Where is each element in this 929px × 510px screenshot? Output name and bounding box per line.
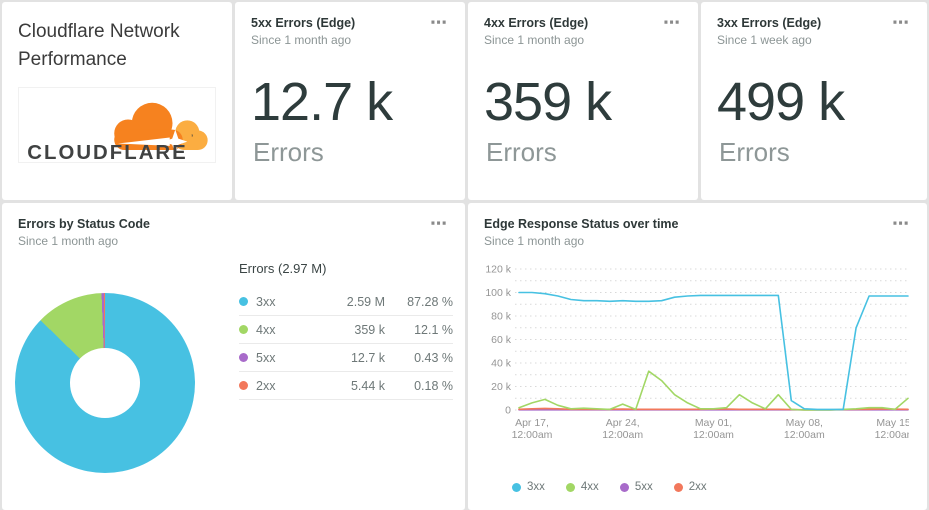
card-subtitle: Since 1 month ago xyxy=(251,33,352,47)
legend-row-5xx[interactable]: 5xx 12.7 k 0.43 % xyxy=(239,344,453,372)
svg-text:Apr 17,: Apr 17, xyxy=(515,417,549,429)
series-dot-4xx xyxy=(239,325,248,334)
branding-card: Cloudflare Network Performance CLOUDFLAR… xyxy=(2,2,232,200)
svg-text:May 15,: May 15, xyxy=(876,417,909,429)
series-label: 4xx xyxy=(580,481,599,493)
edge-response-status-card: Edge Response Status over time Since 1 m… xyxy=(468,203,927,510)
card-title: 3xx Errors (Edge) xyxy=(717,16,822,30)
legend-item-5xx[interactable]: 5xx xyxy=(619,481,653,493)
svg-text:80 k: 80 k xyxy=(491,311,512,323)
series-percent: 0.43 % xyxy=(414,350,453,365)
svg-text:0: 0 xyxy=(505,405,511,417)
stat-unit: Errors xyxy=(486,137,557,167)
series-dot-3xx xyxy=(512,482,521,492)
dashboard-title: Cloudflare Network Performance xyxy=(18,21,180,71)
series-percent: 12.1 % xyxy=(414,322,453,337)
legend-table-header: Errors (2.97 M) xyxy=(239,261,327,276)
card-title: 5xx Errors (Edge) xyxy=(251,16,356,30)
series-value: 5.44 k xyxy=(350,378,385,393)
svg-text:120 k: 120 k xyxy=(485,264,511,276)
series-value: 12.7 k xyxy=(350,350,385,365)
series-label: 2xx xyxy=(256,378,276,393)
series-value: 2.59 M xyxy=(346,294,385,309)
svg-text:Apr 24,: Apr 24, xyxy=(606,417,640,429)
stat-value: 359 k xyxy=(484,72,612,132)
series-label: 3xx xyxy=(256,294,276,309)
card-menu-icon[interactable]: ⋯ xyxy=(430,13,448,32)
svg-text:12:00am: 12:00am xyxy=(784,429,825,441)
svg-text:60 k: 60 k xyxy=(491,334,512,346)
stat-card-4xx: 4xx Errors (Edge) Since 1 month ago ⋯ 35… xyxy=(468,2,698,200)
series-label: 5xx xyxy=(256,350,276,365)
series-dot-2xx xyxy=(239,381,248,390)
card-subtitle: Since 1 week ago xyxy=(717,33,812,47)
series-percent: 0.18 % xyxy=(414,378,453,393)
stat-value: 499 k xyxy=(717,72,845,132)
stat-card-3xx: 3xx Errors (Edge) Since 1 week ago ⋯ 499… xyxy=(701,2,927,200)
timeseries-legend: 3xx 4xx 5xx 2xx xyxy=(512,481,927,493)
legend-row-4xx[interactable]: 4xx 359 k 12.1 % xyxy=(239,316,453,344)
series-dot-2xx xyxy=(673,482,683,492)
svg-text:CLOUDFLARE: CLOUDFLARE xyxy=(27,142,187,162)
svg-text:May 08,: May 08, xyxy=(786,417,823,429)
card-menu-icon[interactable]: ⋯ xyxy=(892,214,910,233)
donut-legend-table: Errors (2.97 M) 3xx 2.59 M 87.28 % 4xx 3… xyxy=(239,261,453,400)
svg-text:12:00am: 12:00am xyxy=(602,429,643,441)
svg-text:40 k: 40 k xyxy=(491,358,512,370)
series-dot-4xx xyxy=(565,482,575,492)
legend-item-2xx[interactable]: 2xx xyxy=(673,481,707,493)
stat-card-5xx: 5xx Errors (Edge) Since 1 month ago ⋯ 12… xyxy=(235,2,465,200)
svg-text:12:00am: 12:00am xyxy=(693,429,734,441)
card-title: Edge Response Status over time xyxy=(484,217,679,231)
legend-item-4xx[interactable]: 4xx xyxy=(565,481,599,493)
svg-text:’: ’ xyxy=(191,134,193,145)
svg-text:12:00am: 12:00am xyxy=(875,429,909,441)
series-percent: 87.28 % xyxy=(407,294,453,309)
donut-chart[interactable] xyxy=(15,293,195,473)
stat-unit: Errors xyxy=(719,137,790,167)
card-menu-icon[interactable]: ⋯ xyxy=(430,214,448,233)
svg-text:May 01,: May 01, xyxy=(695,417,732,429)
series-label: 4xx xyxy=(256,322,276,337)
card-menu-icon[interactable]: ⋯ xyxy=(663,13,681,32)
card-subtitle: Since 1 month ago xyxy=(484,33,585,47)
svg-text:20 k: 20 k xyxy=(491,381,512,393)
series-dot-5xx xyxy=(239,353,248,362)
card-subtitle: Since 1 month ago xyxy=(484,234,585,248)
card-title: Errors by Status Code xyxy=(18,217,150,231)
series-dot-3xx xyxy=(239,297,248,306)
series-label: 2xx xyxy=(688,481,707,493)
stat-unit: Errors xyxy=(253,137,324,167)
series-dot-5xx xyxy=(619,482,629,492)
stat-value: 12.7 k xyxy=(251,72,393,132)
legend-row-3xx[interactable]: 3xx 2.59 M 87.28 % xyxy=(239,288,453,316)
legend-item-3xx[interactable]: 3xx xyxy=(512,481,545,493)
cloudflare-logo: CLOUDFLARE ’ xyxy=(18,87,216,164)
svg-text:12:00am: 12:00am xyxy=(512,429,553,441)
card-menu-icon[interactable]: ⋯ xyxy=(892,13,910,32)
series-value: 359 k xyxy=(354,322,385,337)
legend-row-2xx[interactable]: 2xx 5.44 k 0.18 % xyxy=(239,372,453,400)
card-title: 4xx Errors (Edge) xyxy=(484,16,589,30)
series-label: 5xx xyxy=(634,481,653,493)
series-label: 3xx xyxy=(527,481,545,493)
svg-text:100 k: 100 k xyxy=(485,287,511,299)
card-subtitle: Since 1 month ago xyxy=(18,234,119,248)
donut-hole xyxy=(70,348,140,418)
errors-by-status-card: Errors by Status Code Since 1 month ago … xyxy=(2,203,465,510)
cloudflare-logo-image: CLOUDFLARE ’ xyxy=(27,103,208,164)
